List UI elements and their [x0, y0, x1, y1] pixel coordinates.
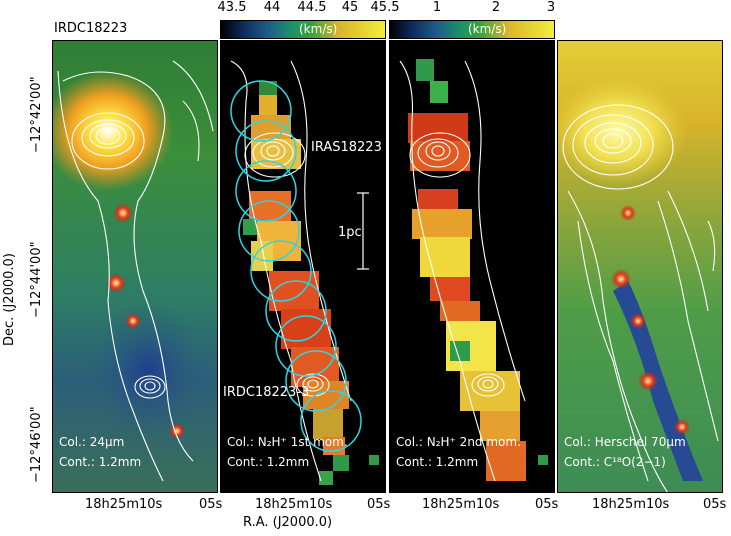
panel-n2h-2nd-color-label: Col.: N₂H⁺ 2nd mom.: [396, 435, 521, 449]
colorbar-linewidth-tick: 1: [432, 0, 442, 15]
x-axis-label: R.A. (J2000.0): [243, 515, 333, 530]
panel-n2h-1st-color-label: Col.: N₂H⁺ 1st mom.: [227, 435, 348, 449]
x-tick-label: 05s: [703, 497, 727, 512]
panel-n2h-1st-moment: IRAS18223 IRDC18223-3 1pc Col.: N₂H⁺ 1st…: [220, 40, 386, 493]
panel-24um-graphics: [53, 60, 214, 482]
colorbar-velocity-tick: 45.5: [370, 0, 400, 15]
x-tick-label: 05s: [367, 497, 391, 512]
x-tick-label: 05s: [535, 497, 559, 512]
x-tick-label: 18h25m10s: [255, 497, 333, 512]
panel-24um: Col.: 24μm Cont.: 1.2mm: [52, 40, 218, 493]
panel-n2h-1st-moment-graphics: [230, 60, 379, 485]
colorbar-velocity-tick: 43.5: [217, 0, 247, 15]
colorbar-velocity-tick: 44.5: [297, 0, 327, 15]
colorbar-velocity-tick: 45: [341, 0, 359, 15]
figure-title: IRDC18223: [54, 21, 128, 36]
x-tick-label: 18h25m10s: [422, 497, 500, 512]
panel-herschel-contour-label: Cont.: C¹⁸O(2−1): [564, 455, 666, 469]
source-label-iras18223: IRAS18223: [311, 140, 382, 155]
source-label-irdc18223-3: IRDC18223-3: [223, 385, 310, 400]
y-axis-label: Dec. (J2000.0): [2, 253, 17, 346]
colorbar-linewidth-tick: 3: [546, 0, 556, 15]
panel-herschel-70um: Col.: Herschel 70μm Cont.: C¹⁸O(2−1): [557, 40, 723, 493]
colorbar-linewidth-tick: 2: [491, 0, 501, 15]
colorbar-linewidth-unit: (km/s): [468, 22, 507, 36]
y-tick-label: −12°46'00": [29, 406, 44, 483]
panel-herschel-70um-graphics: [558, 76, 719, 492]
scale-bar-label: 1pc: [338, 225, 362, 240]
colorbar-velocity-unit: (km/s): [299, 22, 338, 36]
colorbar-velocity: (km/s): [220, 20, 386, 39]
y-tick-label: −12°42'00": [29, 76, 44, 153]
y-tick-label: −12°44'00": [29, 241, 44, 318]
colorbar-velocity-tick: 44: [263, 0, 281, 15]
colorbar-linewidth: (km/s): [389, 20, 555, 39]
x-tick-label: 18h25m10s: [85, 497, 163, 512]
panel-n2h-2nd-moment-graphics: [399, 59, 548, 482]
x-tick-label: 05s: [199, 497, 223, 512]
panel-n2h-2nd-moment: Col.: N₂H⁺ 2nd mom. Cont.: 1.2mm: [389, 40, 555, 493]
panel-n2h-1st-contour-label: Cont.: 1.2mm: [227, 455, 310, 469]
panel-24um-contour-label: Cont.: 1.2mm: [59, 455, 142, 469]
panel-herschel-color-label: Col.: Herschel 70μm: [564, 435, 686, 449]
x-tick-label: 18h25m10s: [592, 497, 670, 512]
panel-n2h-2nd-contour-label: Cont.: 1.2mm: [396, 455, 479, 469]
panel-24um-color-label: Col.: 24μm: [59, 435, 125, 449]
